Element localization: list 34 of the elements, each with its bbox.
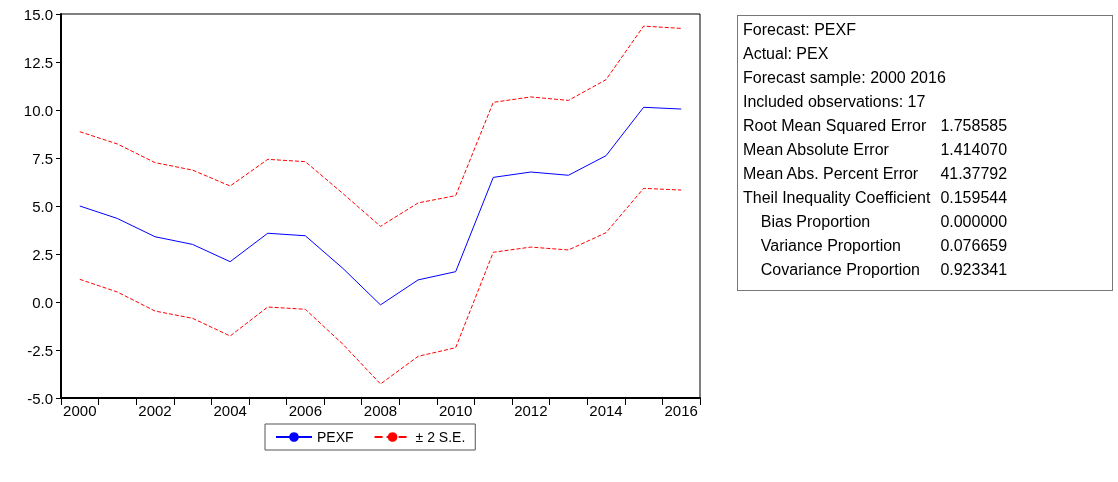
text: Forecast: PEXF	[743, 20, 857, 40]
x-tick-label: 2008	[363, 402, 398, 419]
text: Theil Inequality Coefficient 0.159544	[743, 188, 1008, 208]
x-tick-label: 2014	[589, 402, 623, 419]
y-tick-label: 12.5	[23, 53, 53, 71]
y-tick-label: -5.0	[27, 389, 53, 407]
x-tick-label: 2010	[438, 402, 473, 419]
line-series	[79, 106, 682, 306]
y-tick-label: -2.5	[27, 341, 53, 359]
x-tick-label: 2016	[664, 402, 698, 419]
x-tick-label: 2002	[138, 402, 172, 419]
y-tick-label: 0.0	[32, 293, 53, 311]
x-tick-label: 2000	[63, 402, 97, 419]
legend-label: PEXF	[317, 429, 354, 445]
y-tick-label: 15.0	[23, 5, 53, 23]
text: Bias Proportion 0.000000	[760, 213, 1008, 230]
y-tick-label: 7.5	[32, 149, 53, 167]
text: Forecast sample: 2000 2016	[743, 68, 947, 88]
text: Covariance Proportion 0.923341	[760, 261, 1008, 278]
text: Mean Abs. Percent Error 41.37792	[743, 165, 1008, 182]
text: Actual: PEX	[743, 44, 830, 64]
line-series	[79, 25, 682, 227]
y-tick-label: 10.0	[23, 101, 53, 119]
text: Root Mean Squared Error 1.758585	[743, 116, 1008, 136]
x-tick-label: 2006	[288, 402, 323, 419]
y-tick-label: 2.5	[32, 245, 53, 263]
text: Included observations: 17	[743, 92, 927, 112]
x-tick-label: 2004	[213, 402, 247, 419]
text: Variance Proportion 0.076659	[760, 237, 1008, 254]
y-tick-label: 5.0	[32, 197, 53, 215]
legend-label: ± 2 S.E.	[415, 429, 466, 445]
x-tick-label: 2012	[514, 402, 548, 419]
line-series	[79, 187, 682, 385]
text: Mean Absolute Error 1.414070	[743, 141, 1008, 158]
